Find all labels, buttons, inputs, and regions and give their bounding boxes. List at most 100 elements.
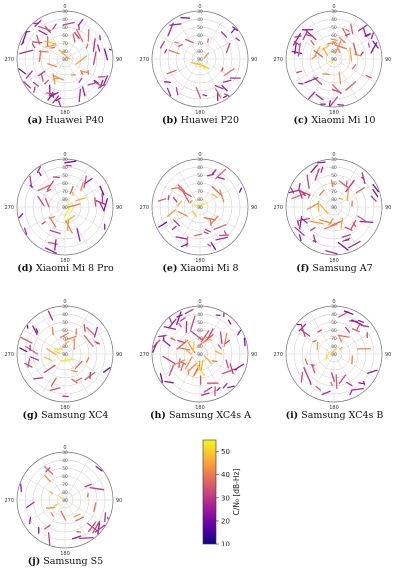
satellite-track: [87, 44, 88, 48]
elevation-tick-label: 40: [331, 17, 337, 23]
device-name: Xiaomi Mi 10: [311, 115, 375, 126]
grid-spoke: [200, 17, 224, 59]
satellite-track: [93, 39, 95, 51]
grid-spoke: [65, 59, 89, 101]
satellite-track: [316, 387, 320, 390]
satellite-track: [211, 216, 218, 224]
satellite-track: [229, 320, 231, 324]
elevation-tick-label: 70: [62, 41, 68, 47]
azimuth-tick-label: 0: [332, 152, 335, 158]
azimuth-tick-label: 180: [60, 405, 70, 409]
elevation-tick-label: 40: [62, 17, 68, 23]
satellite-track: [235, 364, 244, 370]
satellite-track: [185, 309, 193, 313]
satellite-track: [203, 95, 207, 96]
satellite-track: [244, 338, 245, 345]
panel-caption: (g) Samsung XC4: [3, 410, 128, 421]
elevation-tick-label: 60: [62, 33, 68, 39]
satellite-track: [292, 194, 305, 199]
satellite-track: [204, 232, 208, 234]
satellite-track: [51, 513, 53, 516]
satellite-track: [100, 203, 103, 209]
satellite-track: [79, 78, 82, 82]
elevation-tick-label: 40: [331, 312, 337, 318]
satellite-track: [331, 39, 337, 40]
satellite-track: [212, 361, 217, 362]
azimuth-tick-label: 90: [116, 352, 122, 358]
satellite-track: [178, 201, 182, 206]
satellite-track: [181, 18, 190, 19]
elevation-tick-label: 80: [331, 197, 337, 203]
satellite-track: [65, 342, 69, 344]
satellite-track: [72, 371, 78, 372]
grid-spoke: [23, 207, 65, 231]
satellite-track: [158, 199, 166, 201]
satellite-track: [165, 381, 173, 382]
satellite-track: [110, 49, 112, 50]
panel-letter: (d): [17, 263, 33, 274]
azimuth-tick-label: 90: [116, 498, 122, 504]
azimuth-tick-label: 90: [385, 205, 391, 211]
elevation-tick-label: 70: [331, 41, 337, 47]
azimuth-tick-label: 180: [329, 258, 339, 262]
satellite-track: [214, 225, 226, 230]
satellite-track: [84, 336, 93, 347]
grid-spoke: [65, 500, 107, 524]
grid-spoke: [334, 354, 376, 378]
grid-spoke: [334, 330, 376, 354]
satellite-track: [173, 227, 177, 230]
azimuth-tick-label: 0: [63, 299, 66, 305]
satellite-track: [163, 340, 170, 345]
satellite-track: [47, 508, 55, 509]
satellite-track: [177, 312, 181, 325]
colorbar-tick-label: 40: [221, 471, 230, 479]
satellite-track: [80, 538, 94, 539]
satellite-track: [39, 27, 51, 31]
panel-caption: (a) Huawei P40: [3, 115, 128, 126]
satellite-track: [218, 345, 221, 349]
panel-letter: (e): [162, 263, 177, 274]
elevation-tick-label: 50: [62, 25, 68, 31]
azimuth-tick-label: 0: [198, 152, 201, 158]
satellite-track: [76, 517, 84, 521]
colorbar-tick-label: 20: [221, 517, 230, 525]
azimuth-tick-label: 0: [198, 299, 201, 305]
elevation-tick-label: 50: [197, 25, 203, 31]
grid-spoke: [65, 330, 107, 354]
satellite-track: [42, 222, 45, 224]
satellite-track: [79, 25, 80, 30]
satellite-track: [195, 234, 202, 236]
device-name: Samsung S5: [43, 556, 103, 567]
satellite-track: [301, 373, 302, 383]
satellite-track: [32, 42, 41, 43]
satellite-track: [224, 80, 231, 82]
satellite-track: [312, 56, 316, 59]
satellite-track: [32, 44, 34, 48]
elevation-tick-label: 50: [331, 173, 337, 179]
satellite-track: [44, 357, 51, 360]
colorbar-tick-label: 10: [221, 541, 230, 547]
satellite-track: [81, 183, 83, 191]
elevation-tick-label: 60: [197, 33, 203, 39]
device-name: Huawei P20: [181, 115, 239, 126]
satellite-track: [54, 504, 58, 506]
device-name: Samsung XC4s B: [301, 410, 383, 421]
satellite-track: [46, 199, 49, 207]
satellite-track: [352, 356, 353, 363]
satellite-track: [186, 40, 194, 43]
satellite-track: [338, 243, 348, 251]
grid-spoke: [158, 207, 200, 231]
azimuth-tick-label: 90: [385, 57, 391, 63]
satellite-track: [299, 183, 300, 188]
elevation-tick-label: 70: [197, 189, 203, 195]
satellite-track: [60, 497, 64, 499]
satellite-track: [19, 214, 23, 218]
satellite-track: [218, 177, 224, 179]
satellite-track: [318, 162, 326, 163]
colorbar-gradient: [203, 440, 216, 544]
satellite-track: [30, 517, 31, 523]
grid-spoke: [176, 59, 200, 101]
